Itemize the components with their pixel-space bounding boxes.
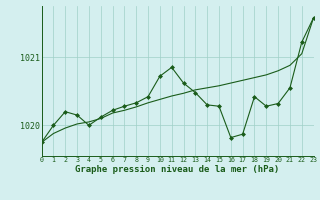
X-axis label: Graphe pression niveau de la mer (hPa): Graphe pression niveau de la mer (hPa)	[76, 165, 280, 174]
